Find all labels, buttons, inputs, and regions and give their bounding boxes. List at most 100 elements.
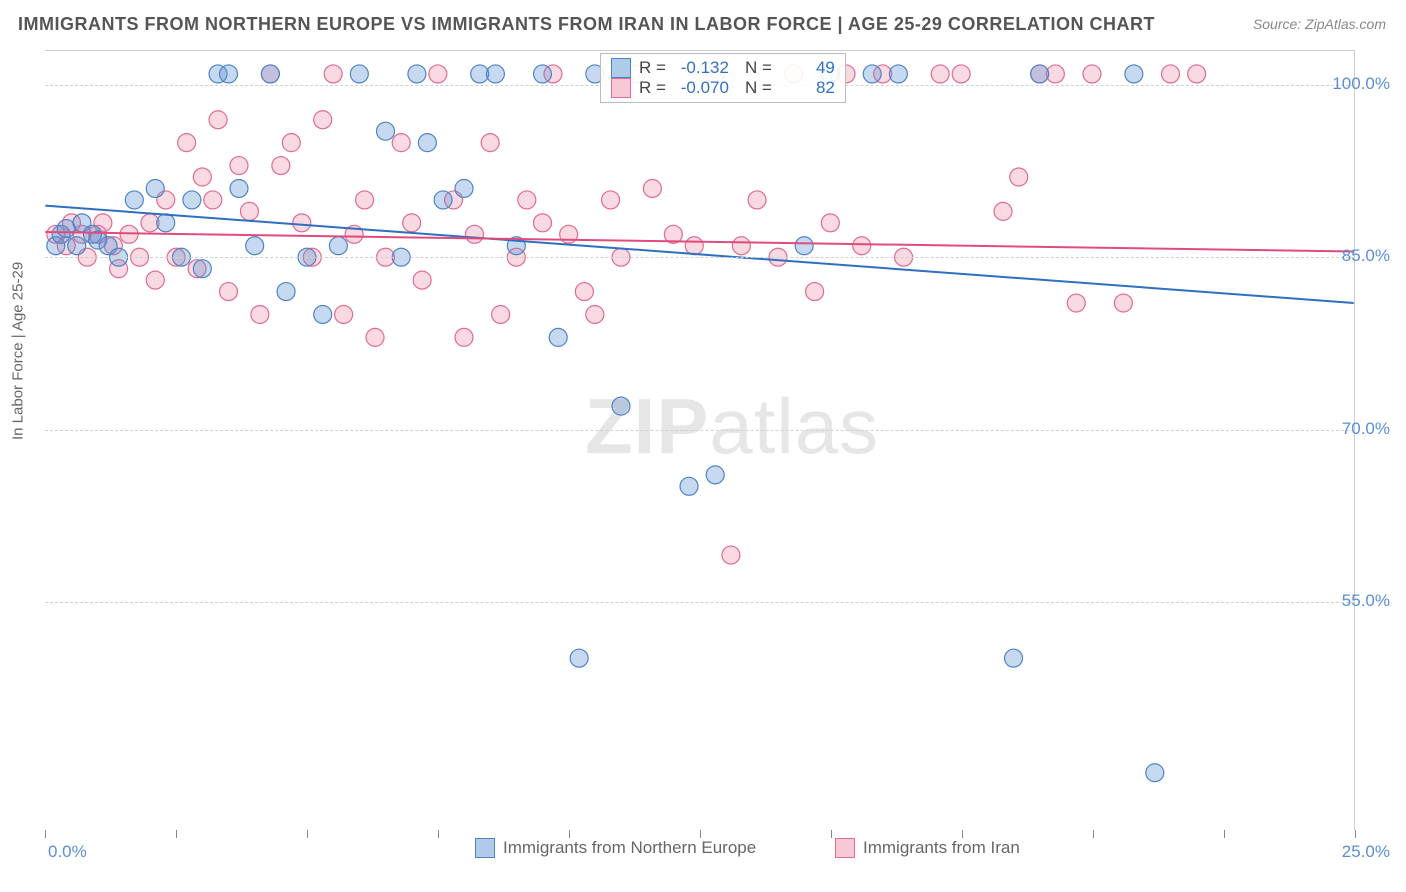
data-point-iran [209, 111, 227, 129]
data-point-iran [534, 214, 552, 232]
data-point-iran [455, 328, 473, 346]
data-point-northern_europe [277, 283, 295, 301]
x-tick [176, 830, 177, 838]
data-point-iran [586, 305, 604, 323]
data-point-northern_europe [570, 649, 588, 667]
legend-swatch-northern_europe [611, 58, 631, 78]
data-point-iran [465, 225, 483, 243]
data-point-northern_europe [350, 65, 368, 83]
data-point-iran [931, 65, 949, 83]
legend-item-northern_europe: Immigrants from Northern Europe [475, 838, 756, 858]
x-tick [45, 830, 46, 838]
data-point-northern_europe [193, 260, 211, 278]
scatter-plot-area: ZIPatlas [45, 50, 1355, 830]
x-tick [307, 830, 308, 838]
gridline-h [45, 257, 1354, 258]
x-tick [962, 830, 963, 838]
legend-swatch-iran-bottom [835, 838, 855, 858]
data-point-iran [293, 214, 311, 232]
data-point-iran [1067, 294, 1085, 312]
data-point-iran [403, 214, 421, 232]
y-tick-label: 85.0% [1342, 246, 1390, 266]
data-point-iran [146, 271, 164, 289]
data-point-northern_europe [314, 305, 332, 323]
data-point-northern_europe [125, 191, 143, 209]
data-point-northern_europe [455, 179, 473, 197]
data-point-northern_europe [1005, 649, 1023, 667]
data-point-iran [952, 65, 970, 83]
gridline-h [45, 602, 1354, 603]
n-label: N = [745, 58, 772, 78]
data-point-iran [853, 237, 871, 255]
r-value: -0.070 [674, 78, 729, 98]
data-point-iran [413, 271, 431, 289]
data-point-northern_europe [795, 237, 813, 255]
data-point-iran [220, 283, 238, 301]
data-point-iran [178, 134, 196, 152]
data-point-iran [392, 134, 410, 152]
legend-swatch-northern_europe-bottom [475, 838, 495, 858]
data-point-iran [821, 214, 839, 232]
x-max-label: 25.0% [1342, 842, 1390, 862]
data-point-iran [272, 157, 290, 175]
chart-title: IMMIGRANTS FROM NORTHERN EUROPE VS IMMIG… [18, 14, 1155, 35]
y-axis-label: In Labor Force | Age 25-29 [10, 262, 27, 440]
data-point-iran [314, 111, 332, 129]
correlation-stats-box: R =-0.132N =49R =-0.070N =82 [600, 53, 846, 103]
chart-svg [45, 51, 1354, 830]
data-point-iran [1162, 65, 1180, 83]
data-point-northern_europe [261, 65, 279, 83]
gridline-h [45, 430, 1354, 431]
data-point-iran [602, 191, 620, 209]
data-point-northern_europe [230, 179, 248, 197]
data-point-iran [204, 191, 222, 209]
x-tick [569, 830, 570, 838]
data-point-iran [575, 283, 593, 301]
data-point-northern_europe [889, 65, 907, 83]
x-min-label: 0.0% [48, 842, 87, 862]
data-point-iran [492, 305, 510, 323]
data-point-northern_europe [377, 122, 395, 140]
y-tick-label: 55.0% [1342, 591, 1390, 611]
data-point-northern_europe [706, 466, 724, 484]
data-point-iran [806, 283, 824, 301]
data-point-iran [356, 191, 374, 209]
data-point-iran [994, 202, 1012, 220]
data-point-northern_europe [68, 237, 86, 255]
source-attribution: Source: ZipAtlas.com [1253, 16, 1386, 32]
y-tick-label: 100.0% [1332, 74, 1390, 94]
legend-swatch-iran [611, 78, 631, 98]
data-point-iran [732, 237, 750, 255]
legend-label-northern_europe: Immigrants from Northern Europe [503, 838, 756, 858]
x-tick [1224, 830, 1225, 838]
x-tick [1355, 830, 1356, 838]
data-point-northern_europe [408, 65, 426, 83]
data-point-northern_europe [486, 65, 504, 83]
r-label: R = [639, 78, 666, 98]
trendline-northern_europe [45, 206, 1353, 303]
y-tick-label: 70.0% [1342, 419, 1390, 439]
data-point-northern_europe [183, 191, 201, 209]
data-point-northern_europe [863, 65, 881, 83]
data-point-iran [722, 546, 740, 564]
data-point-iran [518, 191, 536, 209]
data-point-iran [282, 134, 300, 152]
x-tick [1093, 830, 1094, 838]
data-point-iran [240, 202, 258, 220]
n-label: N = [745, 78, 772, 98]
n-value: 82 [780, 78, 835, 98]
data-point-northern_europe [246, 237, 264, 255]
data-point-northern_europe [157, 214, 175, 232]
legend-item-iran: Immigrants from Iran [835, 838, 1020, 858]
data-point-iran [1188, 65, 1206, 83]
data-point-iran [685, 237, 703, 255]
data-point-northern_europe [534, 65, 552, 83]
data-point-northern_europe [1146, 764, 1164, 782]
data-point-iran [230, 157, 248, 175]
stats-row-iran: R = -0.070 N = 82 [611, 78, 835, 98]
data-point-iran [251, 305, 269, 323]
x-tick [831, 830, 832, 838]
data-point-northern_europe [1125, 65, 1143, 83]
data-point-northern_europe [549, 328, 567, 346]
data-point-iran [481, 134, 499, 152]
